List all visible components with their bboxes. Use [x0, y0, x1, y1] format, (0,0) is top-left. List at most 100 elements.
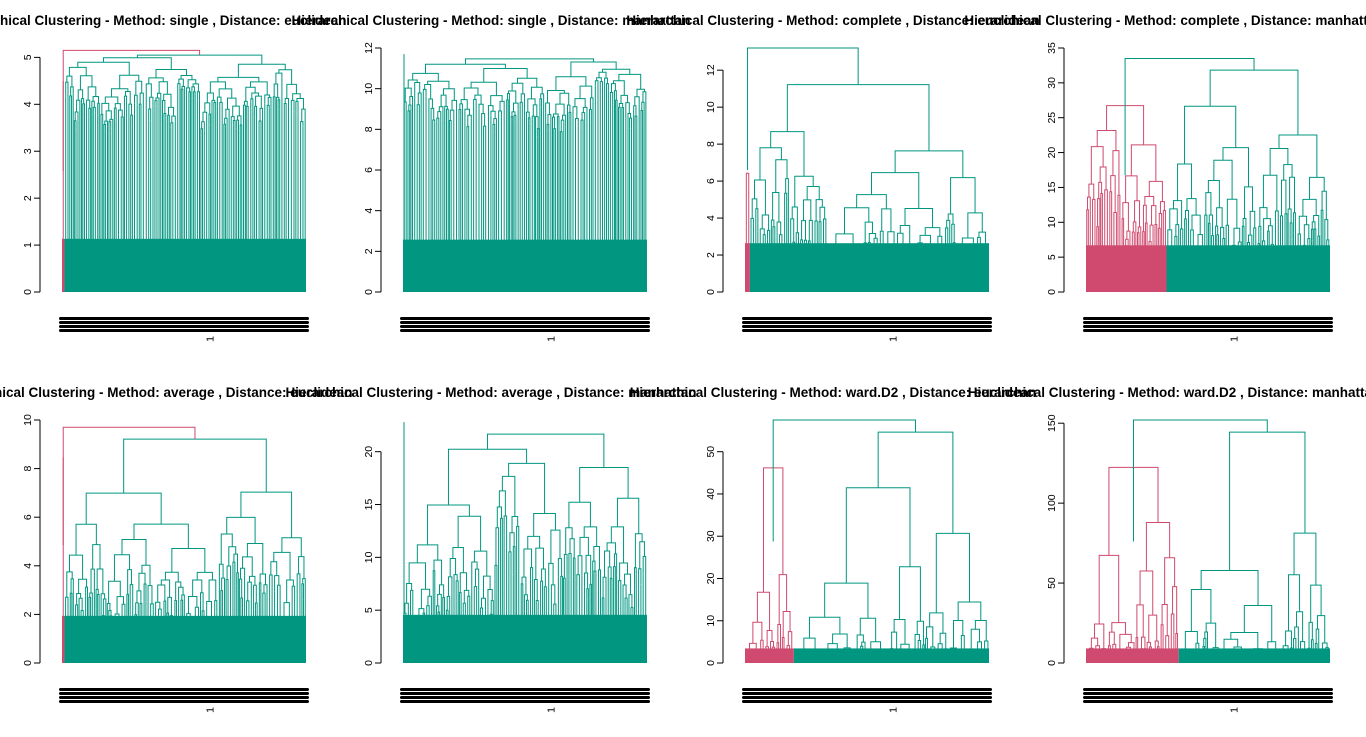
dendrogram-link	[513, 114, 517, 122]
dendrogram-link	[532, 104, 538, 117]
dendrogram-link	[247, 581, 252, 601]
dendrogram-link	[204, 102, 211, 115]
dendrogram-link	[135, 602, 139, 618]
dendrogram-link	[128, 103, 133, 117]
x-label-band	[59, 317, 309, 320]
dendrogram-link	[66, 75, 73, 87]
dendrogram-link	[501, 475, 516, 517]
dendrogram-link	[618, 102, 624, 108]
leaf-mass	[749, 243, 989, 292]
dendrogram-link	[292, 93, 301, 101]
dendrogram-link	[123, 438, 267, 494]
leaf-mass-highlight	[62, 238, 65, 292]
dendrogram-link	[424, 84, 432, 99]
x-leaf-labels: 1	[59, 688, 309, 713]
dendrogram-link	[523, 594, 528, 611]
dendrogram-link	[520, 583, 524, 605]
dendrogram-link	[481, 113, 486, 127]
dendrogram-link	[192, 83, 199, 92]
dendrogram-link	[627, 112, 632, 119]
dendrogram-link	[540, 93, 545, 104]
dendrogram-link	[1144, 195, 1155, 206]
dendrogram-link	[1139, 570, 1154, 616]
dendrogram-link	[1098, 554, 1120, 624]
dendrogram-link	[585, 554, 592, 585]
y-tick-label: 0	[705, 660, 717, 666]
dendrogram-link	[1263, 218, 1271, 241]
dendrogram-link	[787, 631, 793, 650]
y-tick-label: 2	[22, 195, 34, 201]
dendrogram-link	[1233, 227, 1241, 246]
dendrogram-link	[572, 106, 578, 119]
dendrogram-link	[136, 54, 263, 65]
dendrogram-link	[601, 597, 605, 613]
y-tick-label: 10	[363, 551, 375, 563]
dendrogram-link	[642, 91, 647, 103]
dendrogram-link	[196, 571, 213, 580]
dendrogram-link	[782, 610, 791, 638]
x-tick-label: 1	[887, 336, 899, 342]
dendrogram-link	[552, 116, 556, 129]
dendrogram-link	[1213, 159, 1233, 200]
dendrogram-link	[180, 88, 184, 99]
dendrogram-link	[1258, 225, 1262, 244]
dendrogram-panel-8: Hierarchical Clustering - Method: ward.D…	[968, 385, 1366, 713]
dendrogram-link	[1216, 234, 1220, 243]
y-tick-label: 100	[1046, 494, 1058, 512]
dendrogram-link	[232, 561, 236, 590]
dendrogram-link	[589, 108, 592, 123]
dendrogram-link	[557, 558, 563, 577]
dendrogram-link	[487, 433, 605, 468]
dendrogram-link	[553, 603, 557, 617]
dendrogram-link	[1113, 212, 1117, 235]
y-tick-label: 4	[705, 215, 717, 221]
dendrogram-link	[1096, 129, 1117, 151]
dendrogram-link	[286, 83, 297, 99]
dendrogram-link	[803, 637, 816, 655]
dendrogram-root-link	[1132, 419, 1268, 542]
dendrogram-link	[1278, 134, 1318, 178]
x-label-band	[1083, 700, 1333, 703]
dendrogram-link	[1283, 164, 1293, 181]
dendrogram-link	[466, 126, 470, 134]
dendrogram-link	[1200, 569, 1259, 606]
dendrogram-link	[221, 577, 226, 591]
x-label-band	[400, 688, 650, 691]
x-label-band	[742, 317, 992, 320]
dendrogram-link	[1108, 631, 1115, 646]
leaf-mass-highlight	[1086, 648, 1179, 663]
y-tick-label: 25	[1046, 112, 1058, 124]
dendrogram-link	[1132, 221, 1137, 237]
y-tick-label: 5	[22, 54, 34, 60]
dendrogram-link	[427, 595, 432, 612]
dendrogram-branches	[745, 419, 989, 663]
x-label-band	[742, 329, 992, 332]
dendrogram-link	[439, 584, 445, 598]
dendrogram-link	[1205, 192, 1212, 216]
dendrogram-link	[263, 584, 268, 596]
dendrogram-link	[616, 497, 640, 534]
dendrogram-link	[566, 104, 571, 113]
x-label-band	[400, 700, 650, 703]
dendrogram-link	[559, 92, 570, 106]
dendrogram-link	[550, 584, 556, 605]
dendrogram-link	[530, 86, 543, 99]
x-leaf-labels: 1	[1083, 317, 1333, 342]
dendrogram-link	[1111, 622, 1127, 635]
dendrogram-link	[1294, 626, 1299, 639]
dendrogram-link	[527, 535, 541, 550]
dendrogram-link	[1281, 179, 1287, 216]
dendrogram-link	[574, 117, 579, 126]
dendrogram-link	[599, 81, 603, 96]
dendrogram-link	[891, 631, 898, 650]
x-label-band	[1083, 692, 1333, 695]
x-label-band	[59, 700, 309, 703]
y-tick-label: 10	[705, 615, 717, 627]
dendrogram-link	[218, 563, 224, 579]
dendrogram-link	[495, 527, 500, 566]
dendrogram-link	[158, 81, 168, 95]
y-tick-label: 0	[22, 289, 34, 295]
dendrogram-link	[78, 597, 83, 611]
dendrogram-link	[148, 77, 164, 84]
dendrogram-link	[535, 547, 544, 580]
